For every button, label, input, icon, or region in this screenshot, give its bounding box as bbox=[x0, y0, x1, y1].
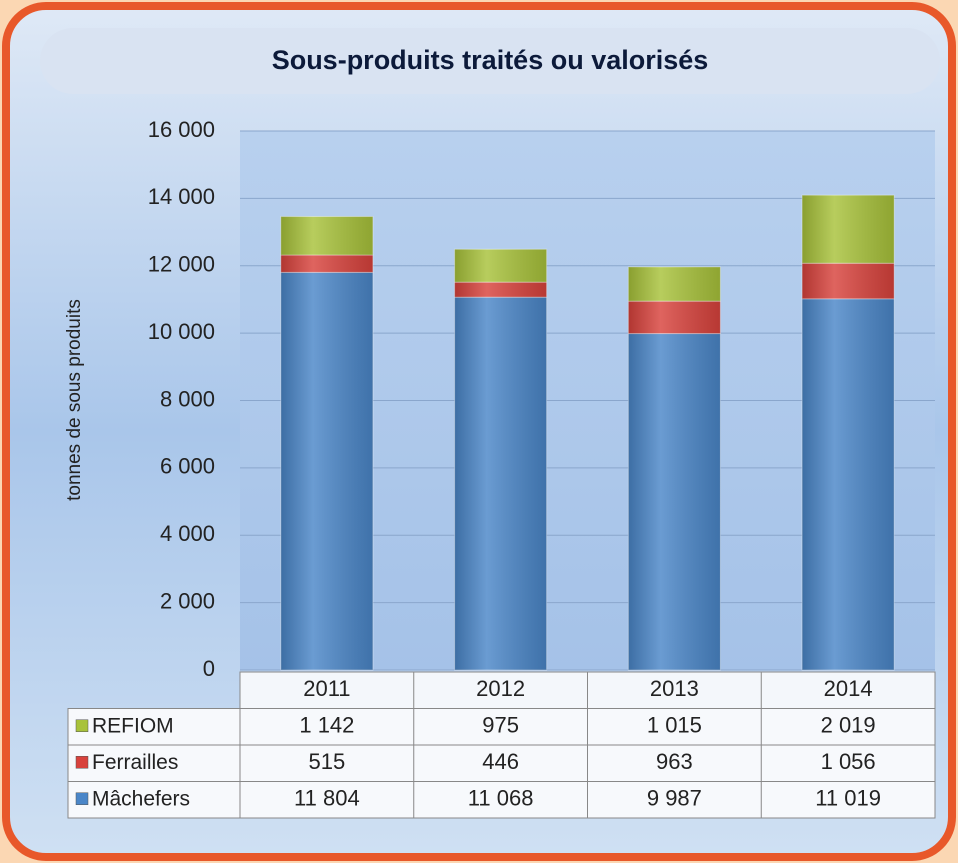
title-bar bbox=[40, 28, 940, 94]
table-value: 446 bbox=[482, 749, 519, 774]
table-value: 515 bbox=[309, 749, 346, 774]
bar-shine bbox=[454, 282, 547, 298]
y-tick-label: 2 000 bbox=[160, 588, 215, 613]
chart-title: Sous-produits traités ou valorisés bbox=[272, 45, 709, 75]
y-axis-label: tonnes de sous produits bbox=[64, 299, 85, 501]
table-value: 11 019 bbox=[815, 786, 881, 811]
y-tick-label: 12 000 bbox=[148, 252, 215, 277]
table-value: 11 068 bbox=[468, 786, 534, 811]
x-tick-label: 2013 bbox=[650, 676, 699, 701]
y-tick-label: 8 000 bbox=[160, 386, 215, 411]
bar-shine bbox=[628, 266, 721, 302]
table-value: 963 bbox=[656, 749, 693, 774]
legend-label: REFIOM bbox=[92, 714, 174, 737]
y-tick-label: 14 000 bbox=[148, 184, 215, 209]
legend-label: Ferrailles bbox=[92, 751, 178, 774]
legend-swatch bbox=[75, 792, 89, 805]
table-value: 1 056 bbox=[821, 749, 876, 774]
table-value: 1 142 bbox=[299, 713, 354, 738]
bar-shine bbox=[628, 333, 721, 670]
y-tick-label: 0 bbox=[203, 656, 215, 681]
y-tick-label: 6 000 bbox=[160, 454, 215, 479]
bar-shine bbox=[628, 301, 721, 334]
bar-shine bbox=[280, 216, 373, 256]
bar-shine bbox=[280, 255, 373, 273]
table-value: 9 987 bbox=[647, 786, 702, 811]
bar-shine bbox=[454, 249, 547, 283]
bar-shine bbox=[802, 298, 895, 670]
bar-shine bbox=[454, 297, 547, 670]
x-tick-label: 2014 bbox=[824, 676, 873, 701]
bar-shine bbox=[802, 263, 895, 299]
table-bg bbox=[67, 708, 936, 819]
x-tick-label: 2011 bbox=[303, 676, 350, 701]
y-tick-label: 4 000 bbox=[160, 521, 215, 546]
table-value: 2 019 bbox=[821, 713, 876, 738]
y-tick-label: 16 000 bbox=[148, 117, 215, 142]
bar-shine bbox=[802, 195, 895, 264]
y-tick-label: 10 000 bbox=[148, 319, 215, 344]
x-tick-label: 2012 bbox=[476, 676, 525, 701]
legend-label: Mâchefers bbox=[92, 787, 190, 810]
table-value: 1 015 bbox=[647, 713, 702, 738]
bar-shine bbox=[280, 272, 373, 670]
legend-swatch bbox=[75, 719, 89, 732]
table-value: 975 bbox=[482, 713, 519, 738]
legend-swatch bbox=[75, 756, 89, 769]
table-value: 11 804 bbox=[294, 786, 360, 811]
